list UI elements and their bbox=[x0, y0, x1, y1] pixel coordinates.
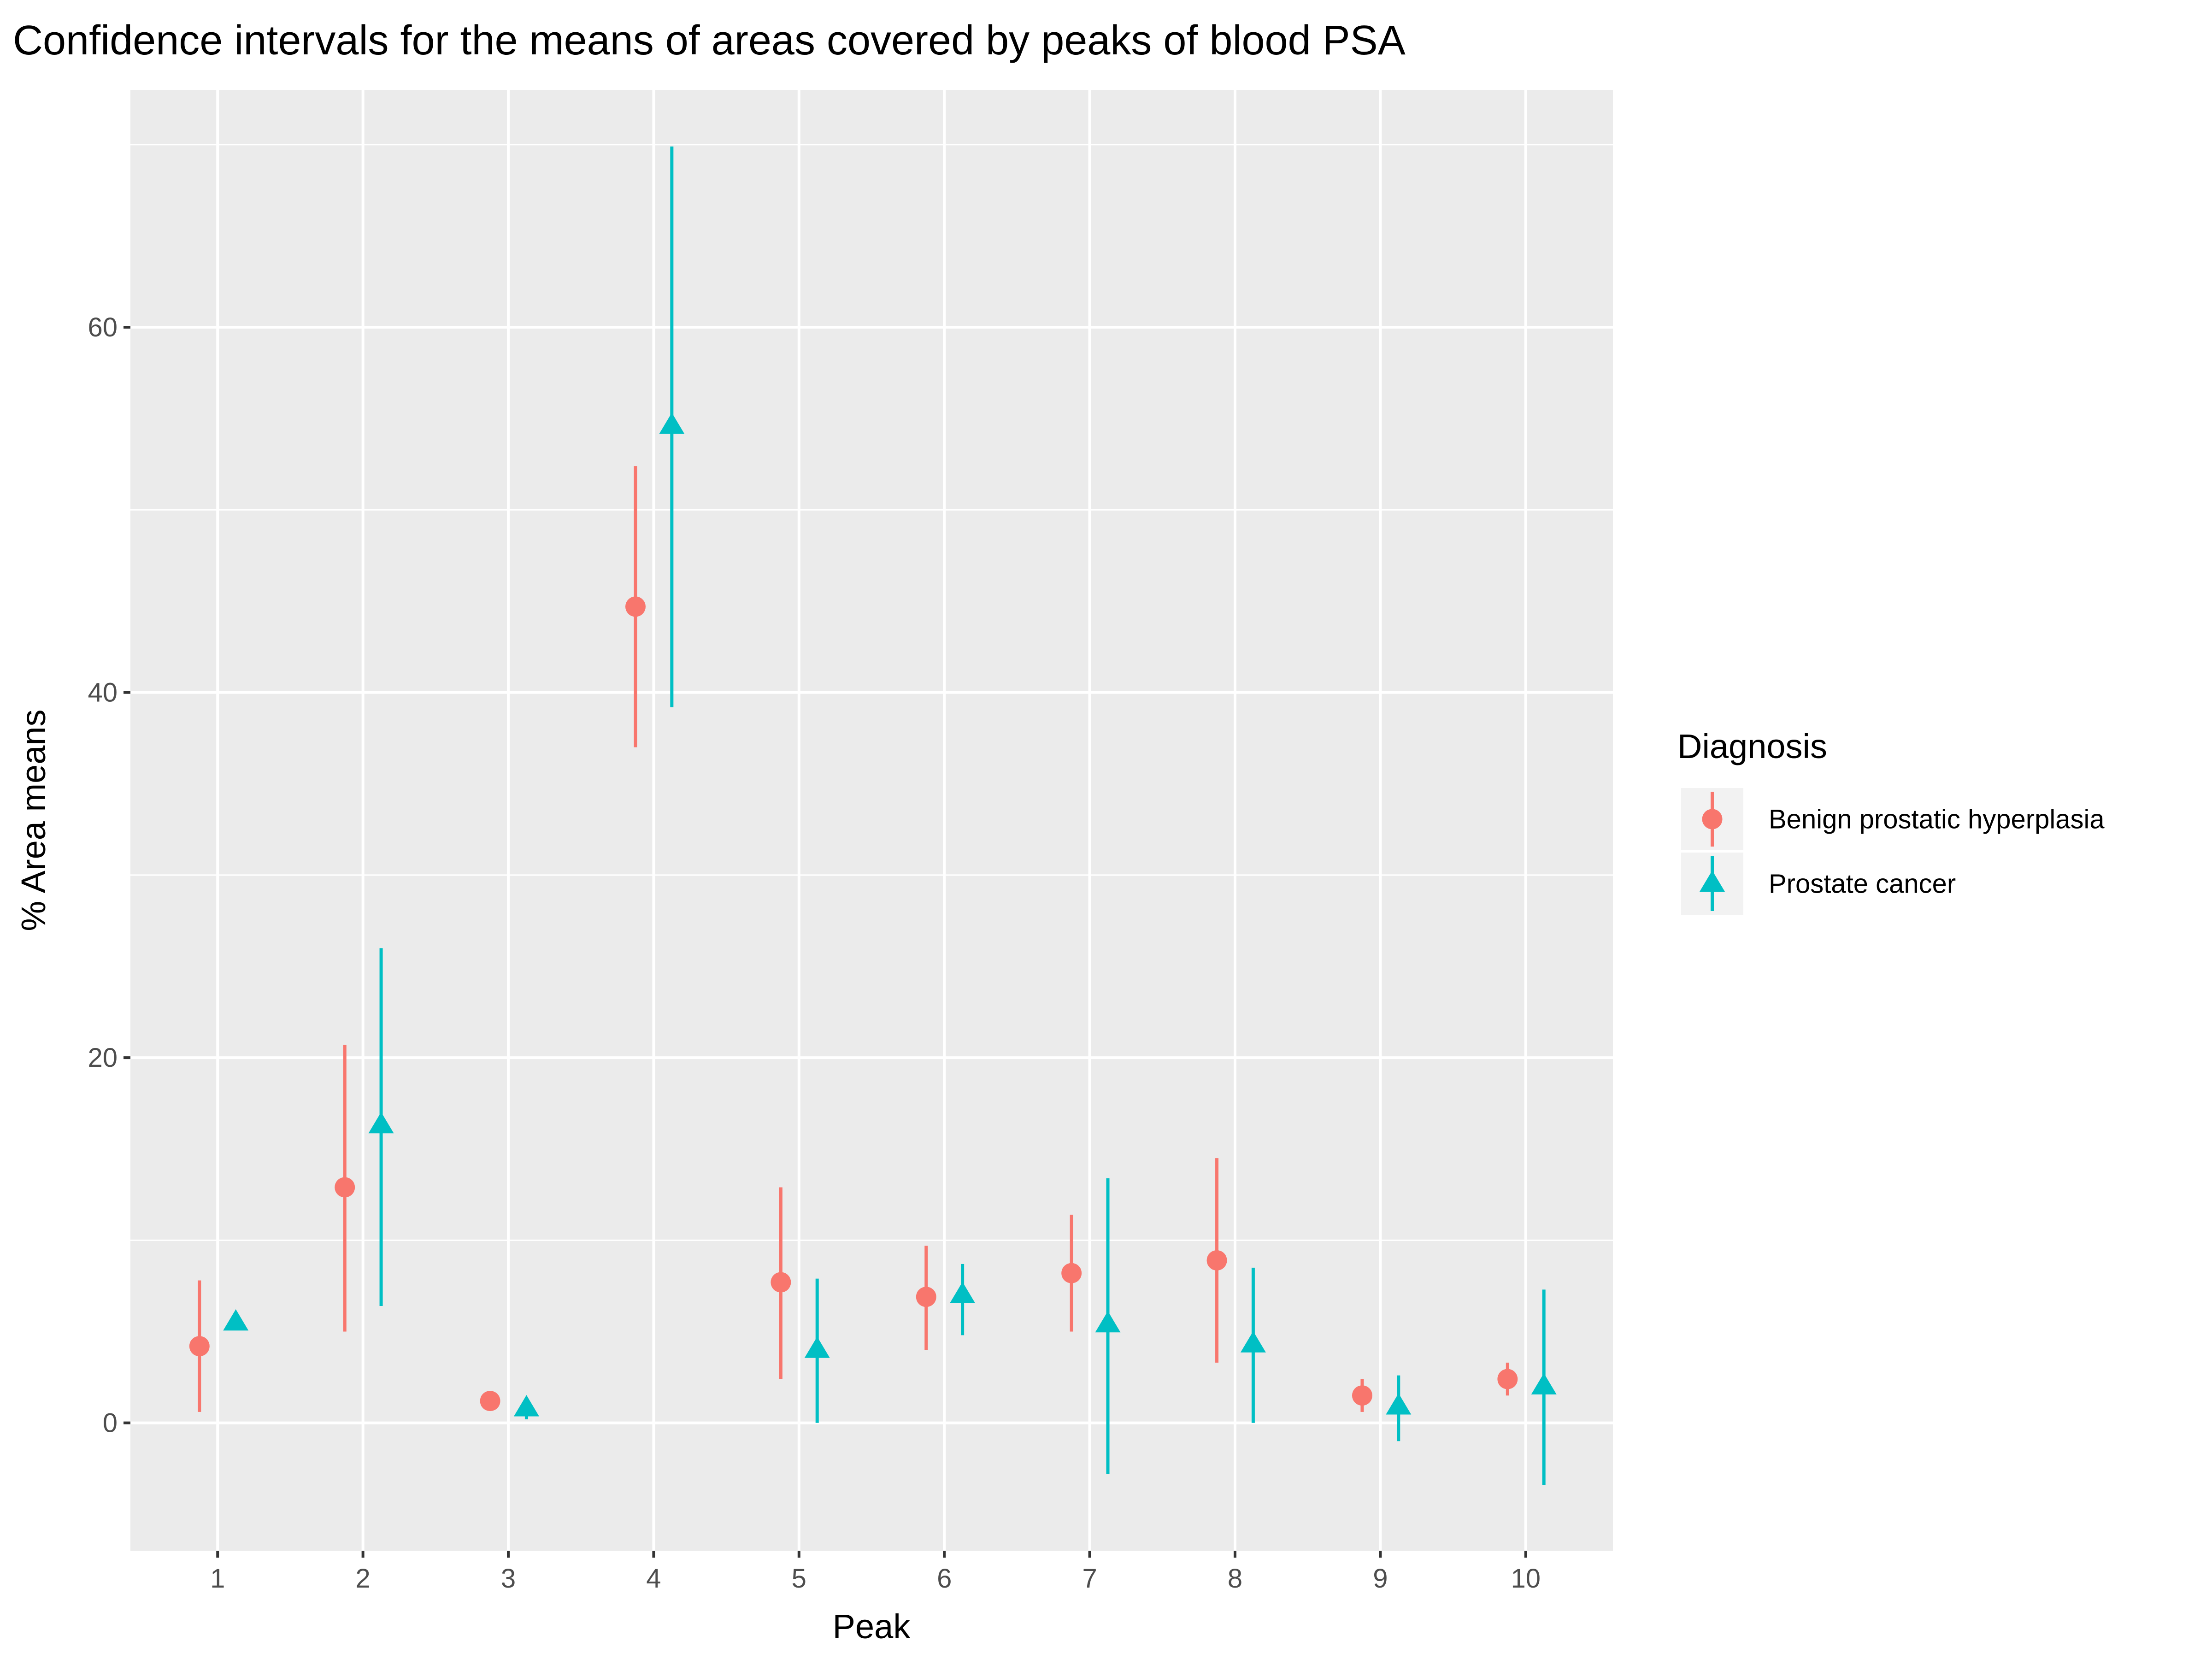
data-point bbox=[368, 1112, 394, 1134]
data-point bbox=[1352, 1385, 1372, 1406]
data-point bbox=[1206, 1250, 1227, 1271]
y-tick-label: 40 bbox=[88, 678, 118, 708]
legend-key-symbol bbox=[1702, 809, 1723, 830]
data-point bbox=[1240, 1331, 1266, 1353]
legend: Diagnosis Benign prostatic hyperplasia Pr… bbox=[1677, 727, 2105, 915]
x-tick-label: 8 bbox=[1228, 1564, 1242, 1594]
x-tick-label: 4 bbox=[646, 1564, 661, 1594]
data-point bbox=[659, 412, 685, 434]
series-1 bbox=[189, 466, 1518, 1412]
y-tick-label: 20 bbox=[88, 1043, 118, 1073]
data-point bbox=[480, 1391, 500, 1412]
data-point bbox=[771, 1272, 791, 1293]
x-tick-label: 3 bbox=[501, 1564, 516, 1594]
x-tick-label: 7 bbox=[1082, 1564, 1097, 1594]
data-point bbox=[223, 1309, 249, 1331]
x-axis-title: Peak bbox=[833, 1607, 911, 1646]
data-point bbox=[916, 1287, 936, 1307]
y-axis: 0 20 40 60 bbox=[88, 312, 130, 1438]
data-point bbox=[1095, 1311, 1121, 1333]
data-point bbox=[513, 1395, 539, 1417]
data-point bbox=[625, 596, 646, 617]
plot-panel bbox=[130, 90, 1613, 1551]
y-axis-title: % Area means bbox=[14, 709, 53, 931]
data-point bbox=[1386, 1393, 1412, 1415]
y-tick-label: 0 bbox=[103, 1408, 118, 1438]
legend-key-symbol bbox=[1700, 870, 1725, 892]
minor-gridlines bbox=[130, 144, 1613, 1241]
data-point bbox=[335, 1177, 355, 1198]
x-tick-label: 10 bbox=[1511, 1564, 1541, 1594]
data-point bbox=[1061, 1263, 1082, 1283]
x-axis: 1 2 3 4 5 6 7 8 9 10 bbox=[210, 1551, 1541, 1594]
x-tick-label: 6 bbox=[937, 1564, 952, 1594]
legend-item-2: Prostate cancer bbox=[1681, 853, 1956, 915]
data-point bbox=[804, 1336, 830, 1358]
legend-label: Benign prostatic hyperplasia bbox=[1769, 805, 2105, 835]
major-gridlines bbox=[130, 90, 1613, 1551]
data-marks bbox=[189, 146, 1557, 1485]
series-2 bbox=[223, 146, 1557, 1485]
x-tick-label: 2 bbox=[355, 1564, 370, 1594]
x-tick-label: 5 bbox=[792, 1564, 806, 1594]
y-tick-label: 60 bbox=[88, 312, 118, 342]
data-point bbox=[189, 1336, 210, 1357]
legend-item-1: Benign prostatic hyperplasia bbox=[1681, 788, 2105, 850]
legend-title: Diagnosis bbox=[1677, 727, 1827, 765]
legend-label: Prostate cancer bbox=[1769, 869, 1956, 899]
data-point bbox=[950, 1282, 976, 1303]
data-point bbox=[1531, 1373, 1557, 1394]
x-tick-label: 9 bbox=[1373, 1564, 1388, 1594]
data-point bbox=[1497, 1369, 1518, 1389]
chart-title: Confidence intervals for the means of ar… bbox=[13, 18, 1406, 64]
x-tick-label: 1 bbox=[210, 1564, 225, 1594]
